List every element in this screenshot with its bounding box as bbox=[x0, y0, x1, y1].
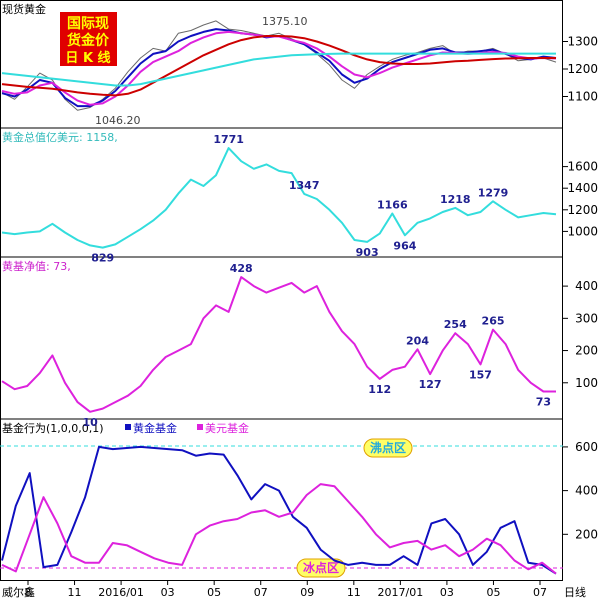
x-tick-label: 05 bbox=[207, 586, 221, 599]
footer-brand: 威尔鑫 bbox=[2, 585, 35, 599]
panel-1-ytick-label: 1100 bbox=[567, 90, 598, 104]
panel-3-ytick-label: 100 bbox=[575, 376, 598, 390]
x-axis-layer: 8 11 2016/01 03 05 07 09 11 2017/01 03 05 07 bbox=[25, 581, 547, 599]
gold-kline-badge: 国际现 货金价 日 K 线 bbox=[60, 12, 117, 66]
panel-3-value-label: 112 bbox=[368, 383, 391, 396]
x-tick-label: 03 bbox=[161, 586, 175, 599]
boil-zone-box bbox=[363, 438, 413, 458]
series-layer bbox=[1, 20, 557, 575]
gold-high-annotation: 1375.10 bbox=[262, 15, 308, 28]
panel-3-ytick-label: 300 bbox=[575, 311, 598, 325]
panel-2-value-label: 903 bbox=[356, 246, 379, 259]
x-tick-label: 09 bbox=[300, 586, 314, 599]
x-tick-label: 03 bbox=[440, 586, 454, 599]
x-tick-label: 11 bbox=[347, 586, 361, 599]
badge-background bbox=[60, 12, 117, 66]
x-tick-label: 07 bbox=[254, 586, 268, 599]
y-axis-layer: 1300 1200 1100 1600 1400 1200 1000 400 300 200 100… bbox=[563, 35, 598, 541]
panel-1-series-5-line bbox=[1, 52, 556, 87]
legend-gold-fund-swatch bbox=[125, 424, 131, 430]
panel-1-ytick-label: 1300 bbox=[567, 35, 598, 49]
legend-gold-fund-label: 黄金基金 bbox=[133, 421, 177, 435]
freeze-zone-box bbox=[296, 558, 346, 578]
panel-4-series-1-line bbox=[1, 445, 557, 575]
panel-3-value-label: 127 bbox=[419, 378, 442, 391]
panel-2-ytick-label: 1400 bbox=[567, 181, 598, 195]
panel-4-ytick-label: 600 bbox=[575, 440, 598, 454]
panel-3-value-label: 73 bbox=[536, 395, 551, 408]
panel-1-ytick-label: 1200 bbox=[567, 62, 598, 76]
x-tick-label: 2016/01 bbox=[98, 586, 144, 599]
panel-fund-title: 基金行为(1,0,0,0,1) bbox=[2, 421, 104, 435]
panel-2-value-label: 1166 bbox=[377, 198, 408, 211]
x-tick-label: 11 bbox=[68, 586, 82, 599]
plot-frame bbox=[0, 0, 563, 581]
panel-3-series-1-line bbox=[1, 276, 556, 413]
gold-low-annotation: 1046.20 bbox=[95, 114, 141, 127]
panel-3-value-label: 204 bbox=[406, 334, 429, 347]
panel-2-ytick-label: 1600 bbox=[567, 160, 598, 174]
panel-2-series-1-line bbox=[1, 147, 557, 249]
x-tick-label: 8 bbox=[25, 586, 32, 599]
badge-line-1: 国际现 bbox=[67, 16, 109, 32]
panel-3-value-label: 428 bbox=[230, 262, 253, 275]
panel-3-value-label: 157 bbox=[469, 368, 492, 381]
boil-zone-badge: 沸点区 bbox=[363, 438, 413, 458]
panel-3-ytick-label: 200 bbox=[575, 344, 598, 358]
freeze-zone-label: 冰点区 bbox=[303, 560, 339, 575]
panel-etf-usd-title: 黄金总值亿美元: 1158, bbox=[2, 130, 118, 144]
panel-2-value-label: 964 bbox=[393, 239, 416, 252]
panel-4-ytick-label: 200 bbox=[575, 527, 598, 541]
badge-line-2: 货金价 bbox=[66, 32, 110, 49]
panel-1-series-4-line bbox=[1, 35, 556, 97]
freeze-zone-badge: 冰点区 bbox=[296, 558, 346, 578]
panel-2-ytick-label: 1200 bbox=[567, 203, 598, 217]
boil-zone-label: 沸点区 bbox=[370, 440, 406, 455]
x-tick-label: 05 bbox=[486, 586, 500, 599]
panel-3-value-label: 265 bbox=[482, 315, 505, 328]
panel-4-ytick-label: 400 bbox=[575, 484, 598, 498]
panel-3-value-label: 10 bbox=[82, 416, 98, 429]
panel-etf-nav-title: 黄基净值: 73, bbox=[2, 259, 71, 273]
panel-3-value-label: 254 bbox=[444, 318, 467, 331]
panel-2-value-label: 1218 bbox=[440, 193, 471, 206]
panel-2-value-label: 1279 bbox=[478, 186, 509, 199]
fund-legend: 黄金基金 美元基金 bbox=[125, 421, 249, 435]
x-tick-label: 2017/01 bbox=[378, 586, 424, 599]
legend-usd-fund-swatch bbox=[197, 424, 203, 430]
x-tick-label: 07 bbox=[533, 586, 547, 599]
panel-2-ytick-label: 1000 bbox=[567, 224, 598, 238]
panel-2-value-label: 829 bbox=[91, 252, 114, 265]
badge-line-3: 日 K 线 bbox=[65, 50, 110, 66]
value-label-layer: 829 1771 1347 903 1166 964 1218 1279 10 428 112 204… bbox=[82, 133, 551, 429]
panel-4-series-2-line bbox=[1, 483, 557, 575]
legend-usd-fund-label: 美元基金 bbox=[205, 421, 249, 435]
panel-2-value-label: 1771 bbox=[213, 133, 244, 146]
panel-2-value-label: 1347 bbox=[289, 179, 320, 192]
timeframe-label: 日线 bbox=[564, 585, 586, 599]
panel-3-ytick-label: 400 bbox=[575, 279, 598, 293]
panel-gold-title: 现货黄金 bbox=[2, 2, 46, 16]
